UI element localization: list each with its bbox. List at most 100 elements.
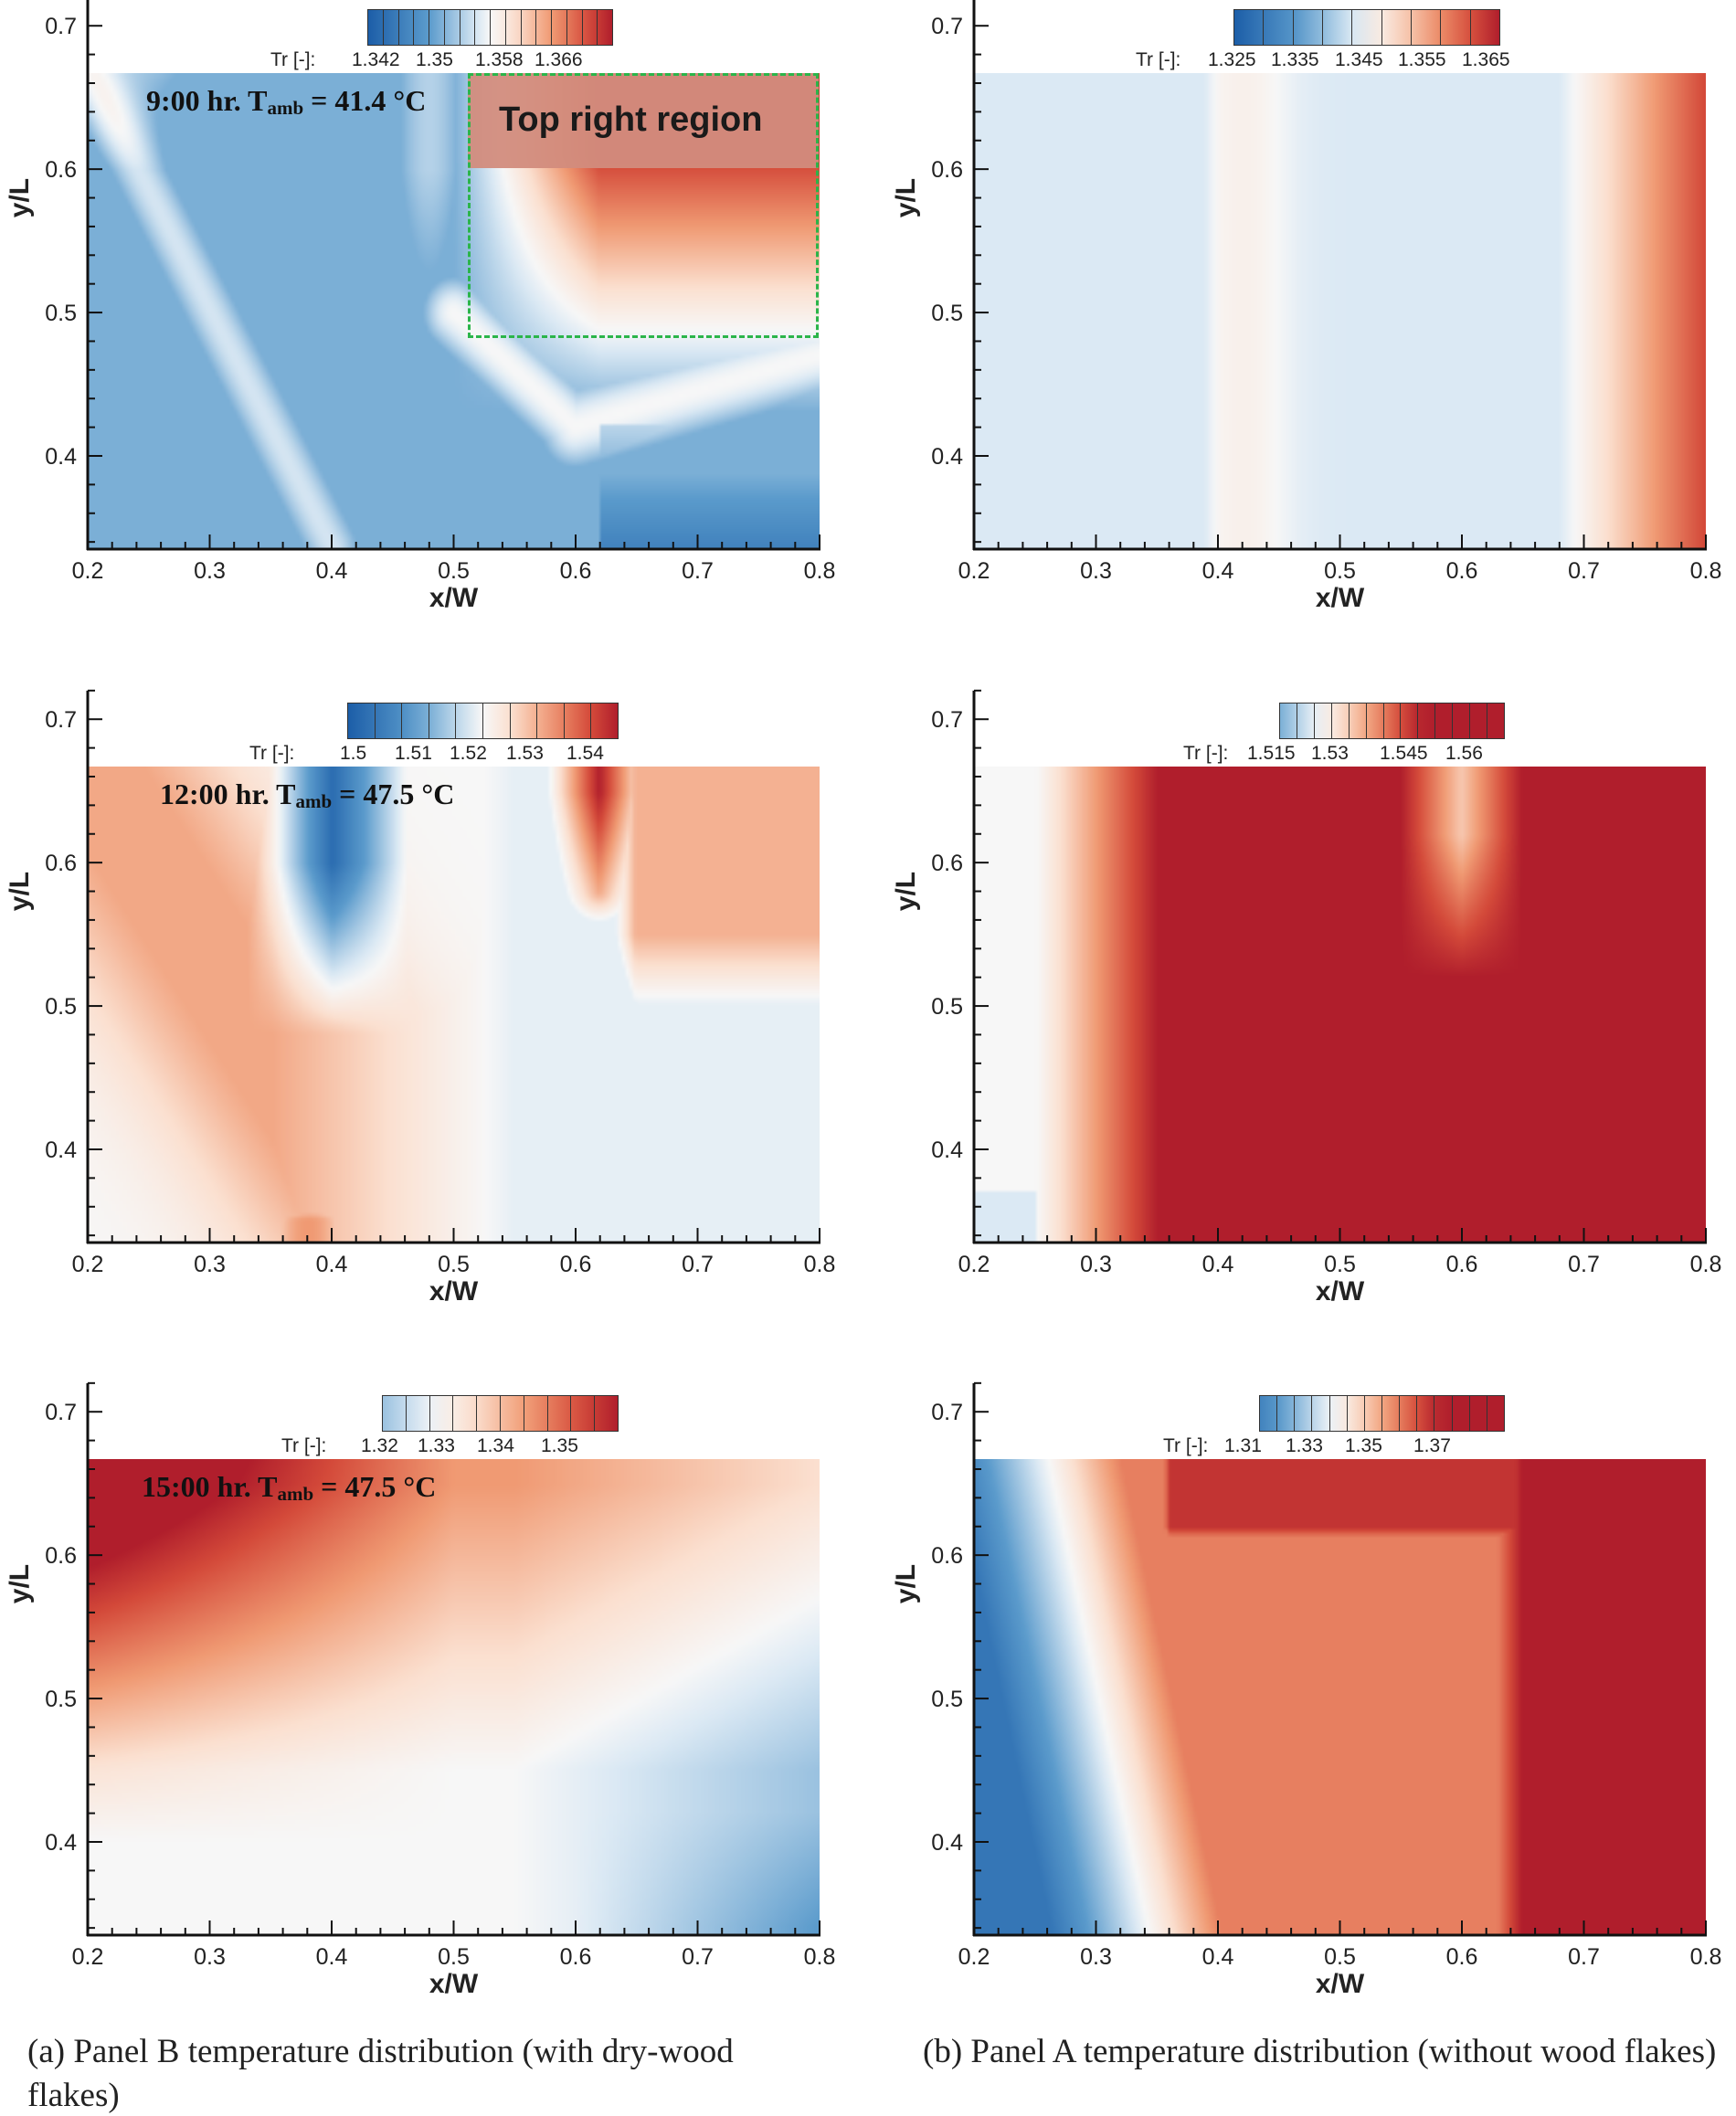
x-tick-label: 0.2	[958, 1252, 990, 1277]
x-tick-label: 0.5	[438, 558, 470, 584]
y-tick-label: 0.5	[45, 301, 77, 326]
colorbar-level	[1280, 704, 1297, 738]
colorbar-level	[571, 1396, 596, 1431]
x-tick-label: 0.6	[560, 558, 592, 584]
colorbar-level	[482, 704, 511, 738]
x-tick-label: 0.8	[1690, 1944, 1722, 1970]
heatmap-panel-b-2: 0.2 0.3 0.4 0.5 0.6 0.7 0.8 0.4 0.5 0.6 0.7 x/W y/L T…	[886, 689, 1736, 1370]
colorbar-title: Tr [-]:	[281, 1435, 327, 1456]
colorbar-tick-label: 1.51	[395, 743, 432, 764]
colorbar-level	[453, 1396, 478, 1431]
colorbar-level	[524, 1396, 548, 1431]
colorbar-level	[1366, 704, 1384, 738]
x-axis-label: x/W	[1316, 1969, 1365, 1999]
x-tick-label: 0.7	[1568, 1252, 1600, 1277]
colorbar-tick-label: 1.35	[541, 1435, 578, 1456]
colorbar-level	[1260, 1396, 1278, 1431]
colorbar-level	[348, 704, 376, 738]
colorbar-level	[1381, 1396, 1401, 1431]
x-tick-label: 0.3	[1080, 1252, 1112, 1277]
y-tick-label: 0.4	[45, 1137, 77, 1163]
x-axis-label: x/W	[1316, 1276, 1365, 1307]
y-tick-label: 0.4	[45, 1830, 77, 1856]
colorbar-level	[1314, 704, 1332, 738]
title-tail: = 47.5 °C	[313, 1470, 437, 1503]
x-tick-label: 0.6	[1446, 1944, 1478, 1970]
caption-b: (b) Panel A temperature distribution (wi…	[923, 2033, 1717, 2070]
x-tick-label: 0.8	[1690, 558, 1722, 584]
x-tick-label: 0.5	[438, 1944, 470, 1970]
x-axis-label: x/W	[429, 1276, 479, 1307]
x-tick-label: 0.4	[1202, 1944, 1234, 1970]
x-tick-label: 0.4	[316, 1944, 348, 1970]
colorbar-tick-label: 1.34	[477, 1435, 514, 1456]
colorbar-level	[1381, 10, 1412, 45]
x-tick-label: 0.4	[1202, 1252, 1234, 1277]
contour-field	[974, 767, 1706, 1243]
y-tick-label: 0.6	[45, 157, 77, 183]
colorbar-tick-label: 1.545	[1380, 743, 1428, 764]
x-tick-label: 0.2	[72, 558, 104, 584]
colorbar-level	[1487, 1396, 1504, 1431]
colorbar-tick-label: 1.33	[1286, 1435, 1323, 1456]
y-tick-label: 0.6	[45, 1543, 77, 1569]
colorbar-tick-label: 1.342	[352, 49, 400, 70]
x-tick-label: 0.2	[72, 1252, 104, 1277]
colorbar-level	[536, 10, 552, 45]
colorbar-tick-label: 1.53	[506, 743, 544, 764]
x-tick-label: 0.5	[1324, 1944, 1356, 1970]
axes: 0.2 0.3 0.4 0.5 0.6 0.7 0.8 0.4 0.5 0.6 0.7 x/W y/L	[891, 1381, 1722, 1999]
y-tick-label: 0.6	[931, 851, 963, 876]
colorbar-level	[1487, 704, 1504, 738]
x-tick-label: 0.2	[958, 558, 990, 584]
x-tick-label: 0.6	[560, 1252, 592, 1277]
colorbar-level	[475, 10, 491, 45]
colorbar-level	[1297, 704, 1315, 738]
colorbar-level	[429, 1396, 454, 1431]
colorbar-level	[595, 1396, 618, 1431]
colorbar-level	[1470, 704, 1488, 738]
x-tick-label: 0.5	[1324, 1252, 1356, 1277]
axes: 0.2 0.3 0.4 0.5 0.6 0.7 0.8 0.4 0.5 0.6 0.7 x/W y/L	[5, 0, 835, 613]
y-tick-label: 0.7	[931, 14, 963, 39]
x-tick-label: 0.7	[682, 558, 714, 584]
y-tick-label: 0.6	[45, 851, 77, 876]
contour-field	[88, 767, 820, 1243]
panel-title: 12:00 hr. Tamb = 47.5 °C	[160, 778, 454, 813]
x-tick-label: 0.7	[682, 1944, 714, 1970]
colorbar-level	[491, 10, 506, 45]
colorbar-level	[1470, 10, 1499, 45]
region-box	[468, 73, 819, 338]
colorbar-level	[564, 704, 592, 738]
colorbar-level	[1329, 1396, 1348, 1431]
x-tick-label: 0.4	[1202, 558, 1234, 584]
heatmap-panel-b-3: 0.2 0.3 0.4 0.5 0.6 0.7 0.8 0.4 0.5 0.6 0.7 x/W y/L T…	[886, 1381, 1736, 2062]
x-tick-label: 0.4	[316, 1252, 348, 1277]
colorbar-title: Tr [-]:	[1136, 49, 1181, 70]
colorbar-level	[398, 10, 415, 45]
colorbar-level	[510, 704, 538, 738]
colorbar-level	[547, 1396, 572, 1431]
heatmap-panel-a-1: 0.2 0.3 0.4 0.5 0.6 0.7 0.8 0.4 0.5 0.6 0.7 x/W y/L T…	[0, 0, 868, 676]
colorbar-tick-label: 1.33	[418, 1435, 455, 1456]
axes: 0.2 0.3 0.4 0.5 0.6 0.7 0.8 0.4 0.5 0.6 0.7 x/W y/L	[5, 1381, 835, 1999]
x-tick-label: 0.8	[1690, 1252, 1722, 1277]
x-axis-label: x/W	[429, 1969, 479, 1999]
colorbar	[1279, 703, 1505, 739]
colorbar-level	[1434, 1396, 1453, 1431]
axes: 0.2 0.3 0.4 0.5 0.6 0.7 0.8 0.4 0.5 0.6 0.7 x/W y/L	[891, 689, 1722, 1307]
y-tick-label: 0.5	[931, 301, 963, 326]
colorbar-level	[1383, 704, 1402, 738]
y-axis-label: y/L	[5, 1564, 35, 1603]
colorbar	[1259, 1395, 1505, 1432]
heatmap-panel-a-3: 0.2 0.3 0.4 0.5 0.6 0.7 0.8 0.4 0.5 0.6 0.7 x/W y/L T…	[0, 1381, 868, 2062]
y-axis-label: y/L	[891, 872, 921, 911]
top-right-region-label: Top right region	[468, 73, 819, 168]
colorbar-level	[500, 1396, 524, 1431]
colorbar-tick-label: 1.53	[1311, 743, 1349, 764]
colorbar-level	[1401, 704, 1419, 738]
y-tick-label: 0.5	[45, 1687, 77, 1712]
colorbar-level	[477, 1396, 501, 1431]
colorbar-level	[456, 704, 483, 738]
